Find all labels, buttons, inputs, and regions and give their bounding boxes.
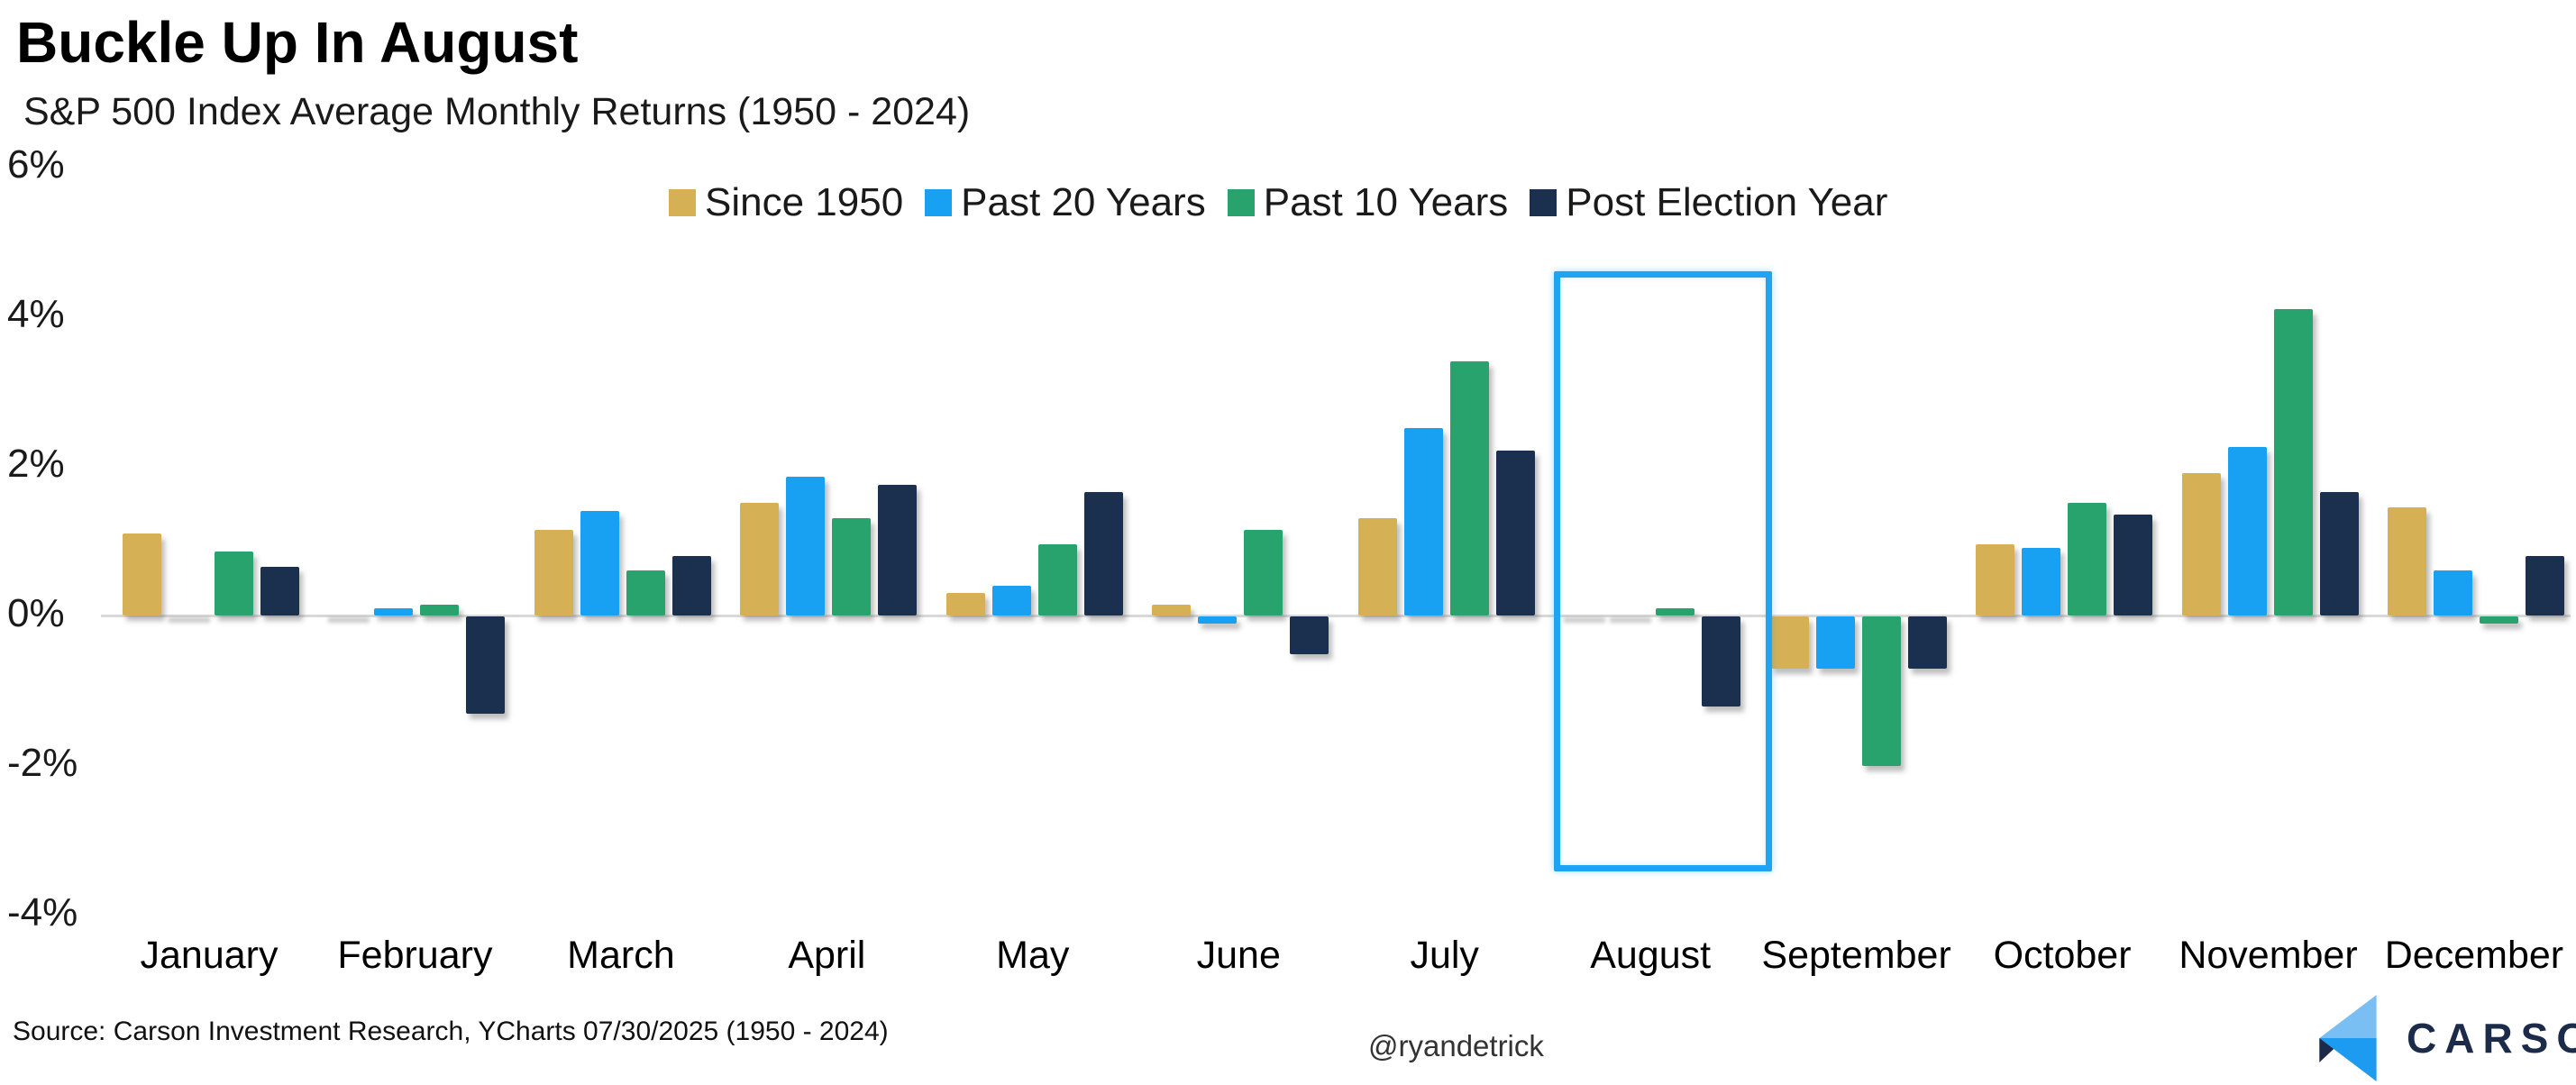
bar-september-post-election-year: [1908, 616, 1947, 669]
post-election-year-swatch-icon: [1530, 189, 1557, 216]
bar-july-since-1950: [1358, 518, 1397, 615]
bar-january-since-1950: [123, 533, 161, 615]
bar-september-since-1950: [1770, 616, 1809, 669]
bar-september-past-10-years: [1862, 616, 1901, 766]
x-tick-february: February: [337, 934, 493, 977]
bar-april-past-20-years: [786, 477, 825, 615]
bar-april-since-1950: [740, 503, 779, 615]
x-tick-november: November: [2179, 934, 2358, 977]
bar-february-post-election-year: [466, 616, 505, 714]
twitter-handle: @ryandetrick: [1368, 1029, 1544, 1062]
x-tick-june: June: [1196, 934, 1281, 977]
bar-may-past-20-years: [992, 586, 1031, 615]
legend-label-past-20-years: Past 20 Years: [961, 180, 1206, 224]
carson-logo-icon: [2319, 995, 2377, 1081]
past-10-years-swatch-icon: [1227, 189, 1255, 216]
bar-november-post-election-year: [2320, 492, 2359, 615]
bar-october-since-1950: [1976, 544, 2014, 615]
bar-may-past-10-years: [1038, 544, 1077, 615]
bar-july-past-10-years: [1450, 361, 1489, 615]
bar-june-past-20-years: [1198, 616, 1237, 624]
past-20-years-swatch-icon: [925, 189, 953, 216]
bar-january-post-election-year: [260, 567, 299, 615]
x-tick-july: July: [1410, 934, 1479, 977]
source-note: Source: Carson Investment Research, YCha…: [13, 1017, 889, 1046]
august-highlight-box: [1554, 271, 1772, 871]
bar-july-past-20-years: [1404, 428, 1443, 615]
bar-august-past-20-years-zero: [1610, 617, 1651, 623]
legend-item-since-1950: Since 1950: [669, 180, 903, 225]
carson-brand: CARSON: [2304, 991, 2576, 1085]
bar-august-since-1950-zero: [1564, 617, 1605, 623]
bar-november-since-1950: [2182, 473, 2221, 615]
bar-june-since-1950: [1152, 605, 1191, 615]
x-tick-may: May: [996, 934, 1070, 977]
chart-title: Buckle Up In August: [16, 10, 579, 75]
bar-august-post-election-year: [1702, 616, 1740, 707]
bar-june-post-election-year: [1290, 616, 1329, 654]
x-tick-march: March: [567, 934, 675, 977]
bar-january-past-20-years-zero: [169, 617, 210, 623]
bar-december-past-10-years: [2480, 616, 2518, 624]
bar-may-post-election-year: [1084, 492, 1123, 615]
y-tick-4-: 4%: [7, 292, 65, 336]
bar-december-since-1950: [2388, 507, 2426, 615]
bar-october-past-10-years: [2068, 503, 2106, 615]
legend-label-since-1950: Since 1950: [705, 180, 904, 224]
x-tick-january: January: [140, 934, 279, 977]
y-tick--4-: -4%: [7, 890, 78, 935]
bar-december-past-20-years: [2434, 570, 2472, 615]
zero-axis-line: [101, 615, 2571, 617]
legend-label-post-election-year: Post Election Year: [1566, 180, 1888, 224]
x-tick-september: September: [1761, 934, 1951, 977]
legend-item-post-election-year: Post Election Year: [1530, 180, 1887, 225]
bar-september-past-20-years: [1816, 616, 1855, 669]
bar-april-past-10-years: [832, 518, 871, 615]
bar-january-past-10-years: [215, 552, 253, 615]
y-tick-2-: 2%: [7, 442, 65, 486]
carson-brand-text: CARSON: [2407, 1015, 2576, 1062]
y-tick-6-: 6%: [7, 142, 65, 187]
bar-february-past-10-years: [420, 605, 459, 615]
x-tick-october: October: [1993, 934, 2132, 977]
chart-subtitle: S&P 500 Index Average Monthly Returns (1…: [23, 90, 971, 133]
bar-march-past-10-years: [626, 570, 665, 615]
legend-item-past-20-years: Past 20 Years: [925, 180, 1206, 225]
x-tick-april: April: [788, 934, 866, 977]
legend-label-past-10-years: Past 10 Years: [1263, 180, 1509, 224]
bar-june-past-10-years: [1244, 530, 1283, 615]
since-1950-swatch-icon: [669, 189, 696, 216]
bar-november-past-10-years: [2274, 309, 2313, 615]
bar-march-past-20-years: [580, 511, 619, 615]
bar-december-post-election-year: [2526, 556, 2564, 615]
bar-july-post-election-year: [1496, 451, 1535, 615]
x-tick-august: August: [1590, 934, 1712, 977]
bar-august-past-10-years: [1656, 608, 1694, 615]
bar-may-since-1950: [946, 593, 985, 615]
legend: Since 1950 Past 20 Years Past 10 Years Post…: [669, 180, 1887, 225]
y-tick-0-: 0%: [7, 591, 65, 635]
legend-item-past-10-years: Past 10 Years: [1227, 180, 1509, 225]
bar-february-past-20-years: [374, 608, 413, 615]
bar-april-post-election-year: [878, 485, 917, 615]
bar-march-since-1950: [534, 530, 573, 615]
y-tick--2-: -2%: [7, 741, 78, 785]
bar-march-post-election-year: [672, 556, 711, 615]
bar-october-post-election-year: [2114, 515, 2152, 615]
bar-november-past-20-years: [2228, 447, 2267, 615]
bar-february-since-1950-zero: [328, 617, 370, 623]
x-tick-december: December: [2384, 934, 2564, 977]
bar-october-past-20-years: [2022, 548, 2060, 615]
